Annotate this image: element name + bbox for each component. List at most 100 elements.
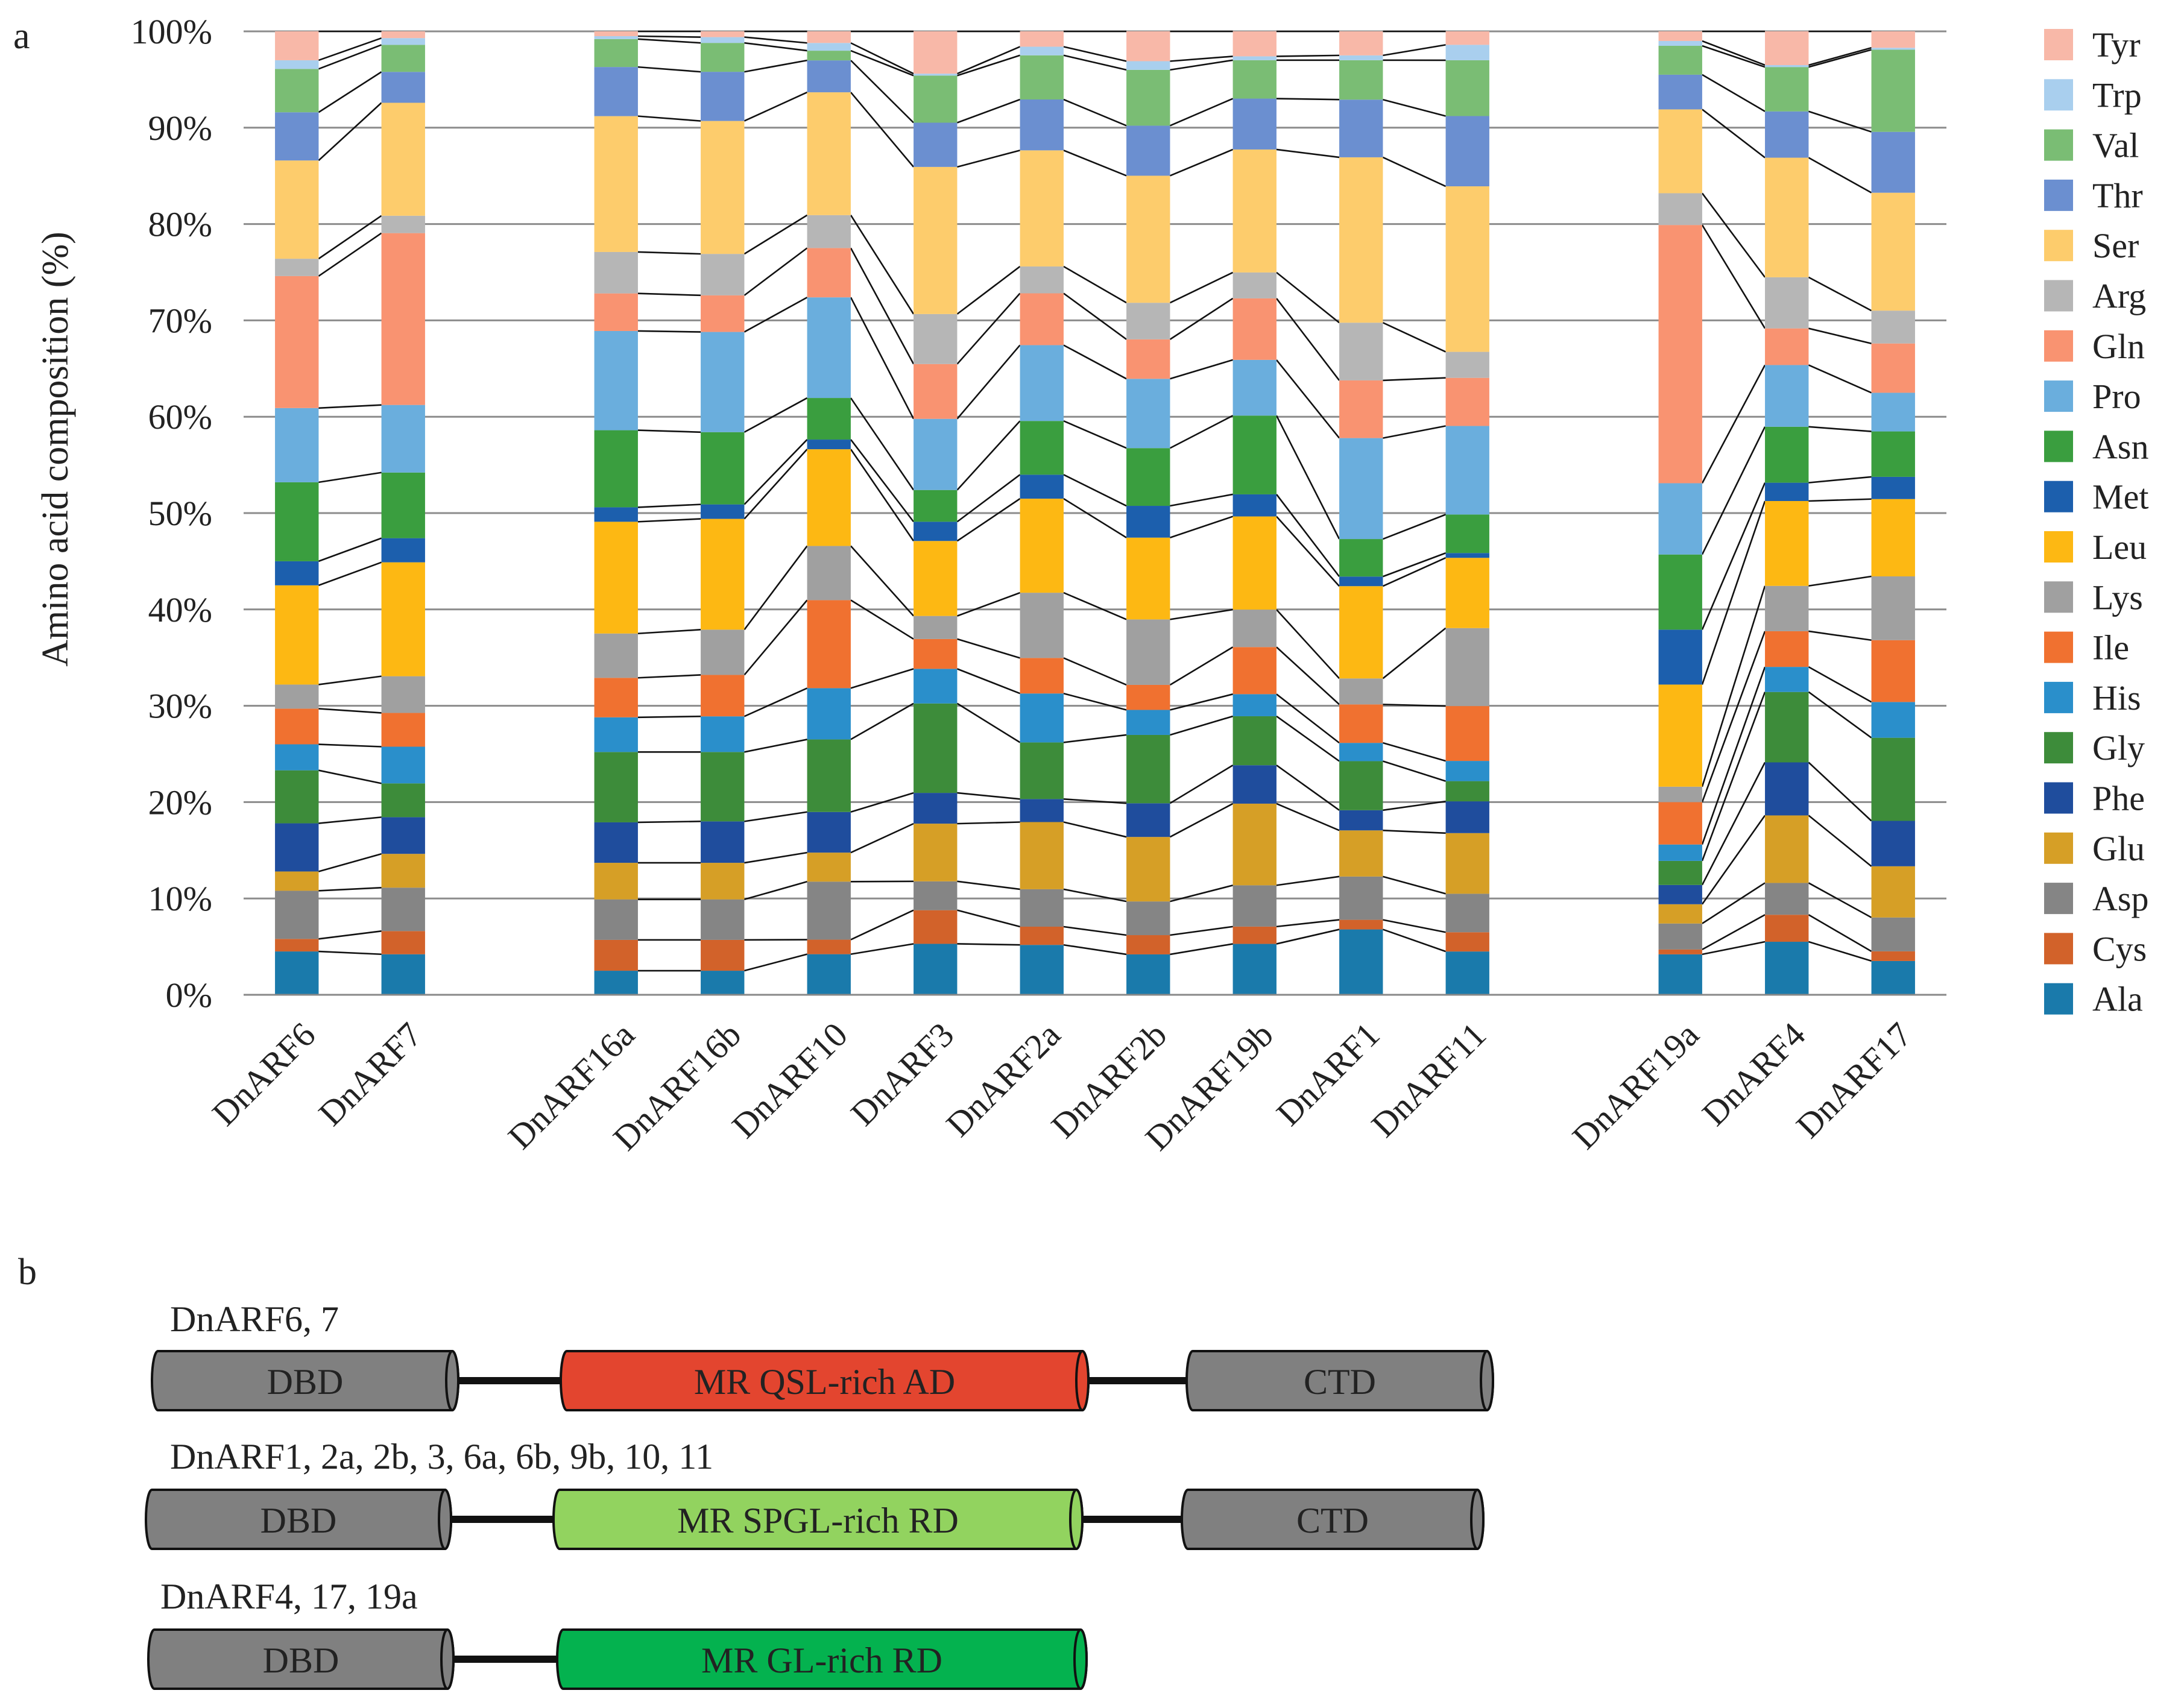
bar-segment-pro [701, 332, 745, 432]
bar-segment-met [1020, 474, 1064, 499]
bar-segment-phe [1871, 821, 1915, 866]
bar-segment-val [1339, 60, 1383, 100]
bar-segment-lys [1126, 619, 1170, 685]
series-line-arg [1063, 265, 1127, 304]
series-line-glu [1063, 821, 1127, 838]
legend-label-gly: Gly [2092, 728, 2145, 768]
series-line-leu [850, 449, 915, 541]
series-line-gly [1063, 734, 1127, 743]
bar-segment-lys [701, 629, 745, 675]
bar-segment-gln [1020, 293, 1064, 345]
legend-label-phe: Phe [2092, 779, 2145, 818]
bar-segment-thr [1658, 74, 1702, 110]
series-line-gly [850, 702, 914, 740]
bar-segment-asp [807, 881, 851, 940]
bar-segment-his [914, 669, 958, 704]
bar-segment-met [1765, 482, 1809, 502]
series-line-val [1063, 54, 1127, 71]
series-line-met [318, 537, 382, 563]
bar-segment-ala [1126, 954, 1170, 995]
series-line-phe [1701, 761, 1766, 886]
series-line-leu [1701, 500, 1766, 685]
bar-segment-leu [381, 562, 425, 676]
bar-segment-gly [1445, 781, 1489, 802]
series-line-leu [956, 498, 1021, 542]
y-axis-ticks: 0% 10% 20% 30% 40% 50% 60% 70% 80% 90% 100% [131, 12, 212, 1015]
series-line-arg [850, 215, 915, 315]
series-line-glu [850, 822, 914, 854]
legend: Tyr Trp Val Thr Ser Arg Gln Pro Asn Met Leu Lys Ile H… [2044, 25, 2148, 1019]
series-line-met [637, 503, 701, 508]
series-line-lys [1275, 609, 1340, 679]
dbd-domain-cap [440, 1628, 455, 1690]
bar-segment-gly [381, 783, 425, 818]
bar-segment-ser [914, 166, 958, 314]
series-line-asn [743, 397, 808, 433]
series-line-gly [744, 739, 807, 753]
series-line-ser [1063, 150, 1127, 177]
bar-segment-ile [1020, 658, 1064, 694]
series-line-ser [637, 115, 701, 122]
mr-domain-cap [1069, 1489, 1084, 1550]
legend-label-asn: Asn [2092, 427, 2148, 466]
bar-segment-glu [1126, 837, 1170, 902]
legend-swatch-trp [2044, 79, 2073, 111]
bar-segment-ser [1339, 157, 1383, 323]
bar-segment-cys [381, 931, 425, 954]
bar-segment-lys [1871, 576, 1915, 640]
legend-label-ile: Ile [2092, 628, 2129, 667]
series-line-thr [1063, 98, 1127, 127]
bar-segment-his [1658, 844, 1702, 861]
series-line-ile [957, 638, 1020, 659]
legend-label-his: His [2092, 678, 2141, 717]
bar-segment-tyr [594, 31, 638, 36]
series-line-thr [1383, 98, 1446, 117]
legend-label-thr: Thr [2092, 176, 2143, 215]
bar-segment-gln [1871, 343, 1915, 393]
series-line-pro [850, 297, 915, 420]
bar-segment-his [1339, 743, 1383, 761]
bar-segment-asn [1232, 415, 1277, 494]
ctd-domain-cap [1470, 1489, 1485, 1550]
bar-segment-arg [701, 254, 745, 295]
bar-segment-ala [1658, 954, 1702, 995]
series-line-asp [957, 880, 1020, 890]
mr-domain-cap [1073, 1628, 1088, 1690]
bar-segment-gly [914, 703, 958, 793]
bar-segment-val [1232, 60, 1277, 99]
bar-segment-glu [1765, 815, 1809, 883]
bar-segment-ser [275, 160, 319, 259]
series-line-asp [744, 881, 807, 901]
bar-segment-thr [1020, 99, 1064, 151]
legend-swatch-asp [2044, 883, 2073, 915]
bar-segment-ile [1871, 640, 1915, 702]
bar-segment-his [1232, 694, 1277, 716]
bar-segment-leu [1126, 537, 1170, 620]
legend-swatch-phe [2044, 782, 2073, 814]
bar-segment-val [1445, 60, 1489, 116]
bar-segment-his [1871, 702, 1915, 738]
series-line-gln [1701, 224, 1766, 329]
domain-row-title: DnARF1, 2a, 2b, 3, 6a, 6b, 9b, 10, 11 [170, 1437, 713, 1477]
bar-segment-ile [594, 678, 638, 717]
bars [275, 31, 1915, 995]
legend-swatch-val [2044, 129, 2073, 161]
bar-segment-thr [1126, 125, 1170, 176]
series-line-pro [1701, 364, 1766, 484]
bar-segment-pro [275, 408, 319, 482]
bar-segment-cys [275, 939, 319, 952]
series-line-gly [1276, 715, 1340, 762]
bar-segment-asp [1445, 894, 1489, 933]
series-line-asp [1276, 875, 1340, 886]
series-line-ile [850, 599, 914, 640]
series-line-ser [318, 102, 382, 162]
bar-segment-tyr [1658, 31, 1702, 41]
bar-segment-ile [701, 675, 745, 717]
bar-segment-ile [914, 638, 958, 669]
series-line-asp [1063, 888, 1127, 903]
bar-segment-phe [1765, 762, 1809, 816]
series-line-ala [957, 943, 1020, 946]
bar-segment-gln [275, 276, 319, 408]
ctd-domain-label: CTD [1304, 1362, 1376, 1402]
